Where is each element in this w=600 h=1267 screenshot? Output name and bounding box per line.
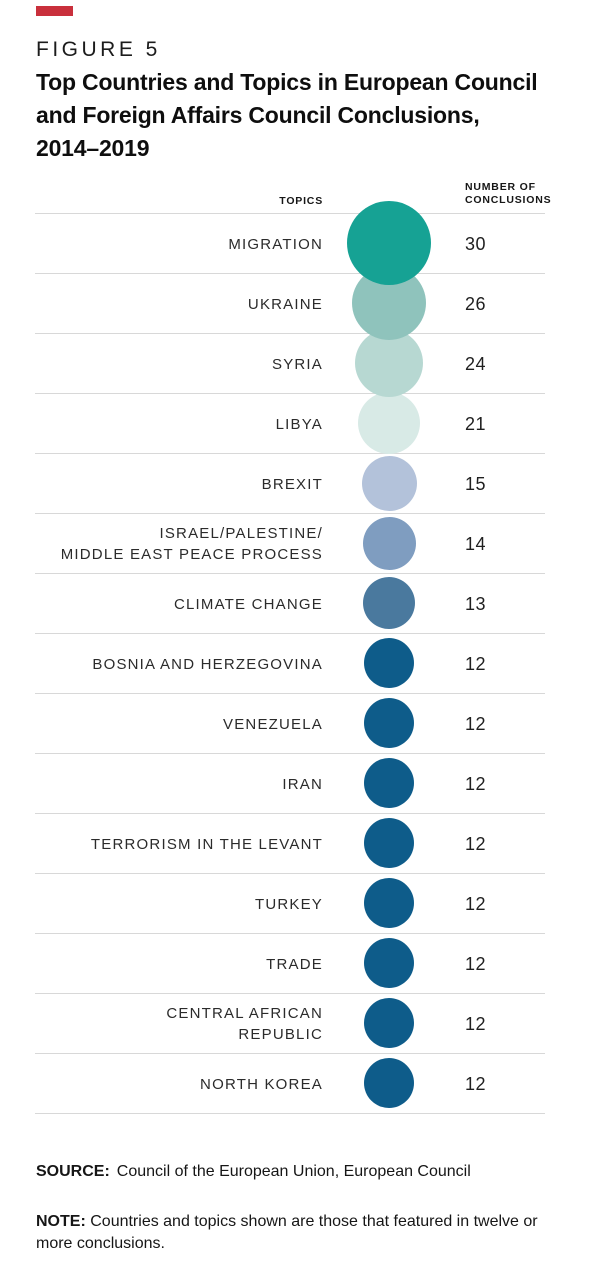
topic-label: IRAN — [282, 775, 323, 793]
note-text: Countries and topics shown are those tha… — [36, 1213, 538, 1252]
conclusions-count: 15 — [465, 473, 487, 494]
chart-row: BREXIT 15 — [35, 453, 545, 514]
topic-label: TURKEY — [254, 895, 323, 913]
source-text: Council of the European Union, European … — [116, 1163, 471, 1180]
conclusions-count: 12 — [465, 773, 487, 794]
topic-label: MIGRATION — [228, 235, 323, 253]
topic-label: LIBYA — [275, 415, 323, 433]
bubble-terrorism-in-the-levant — [364, 818, 414, 868]
figure-number-label: FIGURE 5 — [36, 38, 161, 61]
bubble-north-korea — [364, 1058, 414, 1108]
chart-row: NORTH KOREA 12 — [35, 1053, 545, 1114]
conclusions-count: 12 — [465, 1013, 487, 1034]
topic-label: NORTH KOREA — [200, 1075, 323, 1093]
conclusions-count: 12 — [465, 953, 487, 974]
conclusions-count: 14 — [465, 533, 487, 554]
bubble-venezuela — [364, 698, 414, 748]
bubble-chart: MIGRATION 30 UKRAINE 26 SYRIA 24 LIBYA 21 BREXIT… — [0, 201, 600, 1114]
bubble-syria — [355, 329, 423, 397]
conclusions-count: 26 — [465, 293, 487, 314]
topic-label: UKRAINE — [247, 295, 323, 313]
conclusions-count: 13 — [465, 593, 487, 614]
topic-label: TRADE — [266, 955, 323, 973]
topic-label: SYRIA — [271, 355, 323, 373]
source-line: SOURCE: Council of the European Union, Eu… — [36, 1163, 576, 1181]
chart-row: LIBYA 21 — [35, 393, 545, 454]
conclusions-count: 12 — [465, 893, 487, 914]
bubble-bosnia-and-herzegovina — [364, 638, 414, 688]
bubble-israel-palestine — [362, 516, 416, 570]
chart-row: BOSNIA AND HERZEGOVINA 12 — [35, 633, 545, 694]
topic-label: BOSNIA AND HERZEGOVINA — [92, 655, 323, 673]
chart-row: IRAN 12 — [35, 753, 545, 814]
bubble-central-african — [364, 998, 414, 1048]
topic-label: CLIMATE CHANGE — [173, 595, 323, 613]
topic-label: BREXIT — [261, 475, 323, 493]
bubble-trade — [364, 938, 414, 988]
chart-row: UKRAINE 26 — [35, 273, 545, 334]
conclusions-count: 12 — [465, 1073, 487, 1094]
chart-row: SYRIA 24 — [35, 333, 545, 394]
conclusions-count: 12 — [465, 713, 487, 734]
chart-row: TRADE 12 — [35, 933, 545, 994]
column-header-number-of-conclusions: NUMBER OF CONCLUSIONS — [465, 181, 552, 206]
topic-label: ISRAEL/PALESTINE/ MIDDLE EAST PEACE PROC… — [60, 525, 323, 563]
bubble-iran — [364, 758, 414, 808]
conclusions-count: 12 — [465, 833, 487, 854]
topic-label: TERRORISM IN THE LEVANT — [90, 835, 323, 853]
figure-title: Top Countries and Topics in European Cou… — [36, 69, 538, 161]
note-block: NOTE: Countries and topics shown are tho… — [36, 1211, 556, 1255]
table-bottom-line — [35, 1113, 545, 1114]
bubble-migration — [347, 201, 431, 285]
bubble-brexit — [361, 455, 417, 511]
chart-row: TERRORISM IN THE LEVANT 12 — [35, 813, 545, 874]
conclusions-count: 24 — [465, 353, 487, 374]
conclusions-count: 30 — [465, 233, 487, 254]
source-label: SOURCE: — [36, 1163, 110, 1180]
chart-row: TURKEY 12 — [35, 873, 545, 934]
bubble-climate-change — [363, 577, 415, 629]
chart-row: CLIMATE CHANGE 13 — [35, 573, 545, 634]
bubble-libya — [358, 392, 420, 454]
chart-row: MIGRATION 30 — [35, 213, 545, 274]
chart-row: VENEZUELA 12 — [35, 693, 545, 754]
conclusions-count: 21 — [465, 413, 487, 434]
note-label: NOTE: — [36, 1213, 86, 1230]
chart-row: CENTRAL AFRICAN REPUBLIC 12 — [35, 993, 545, 1054]
topic-label: VENEZUELA — [223, 715, 323, 733]
topic-label: CENTRAL AFRICAN REPUBLIC — [166, 1005, 323, 1043]
bubble-turkey — [364, 878, 414, 928]
chart-row: ISRAEL/PALESTINE/ MIDDLE EAST PEACE PROC… — [35, 513, 545, 574]
conclusions-count: 12 — [465, 653, 487, 674]
figure-accent-bar — [36, 6, 73, 16]
column-header-topics: TOPICS — [279, 195, 323, 207]
